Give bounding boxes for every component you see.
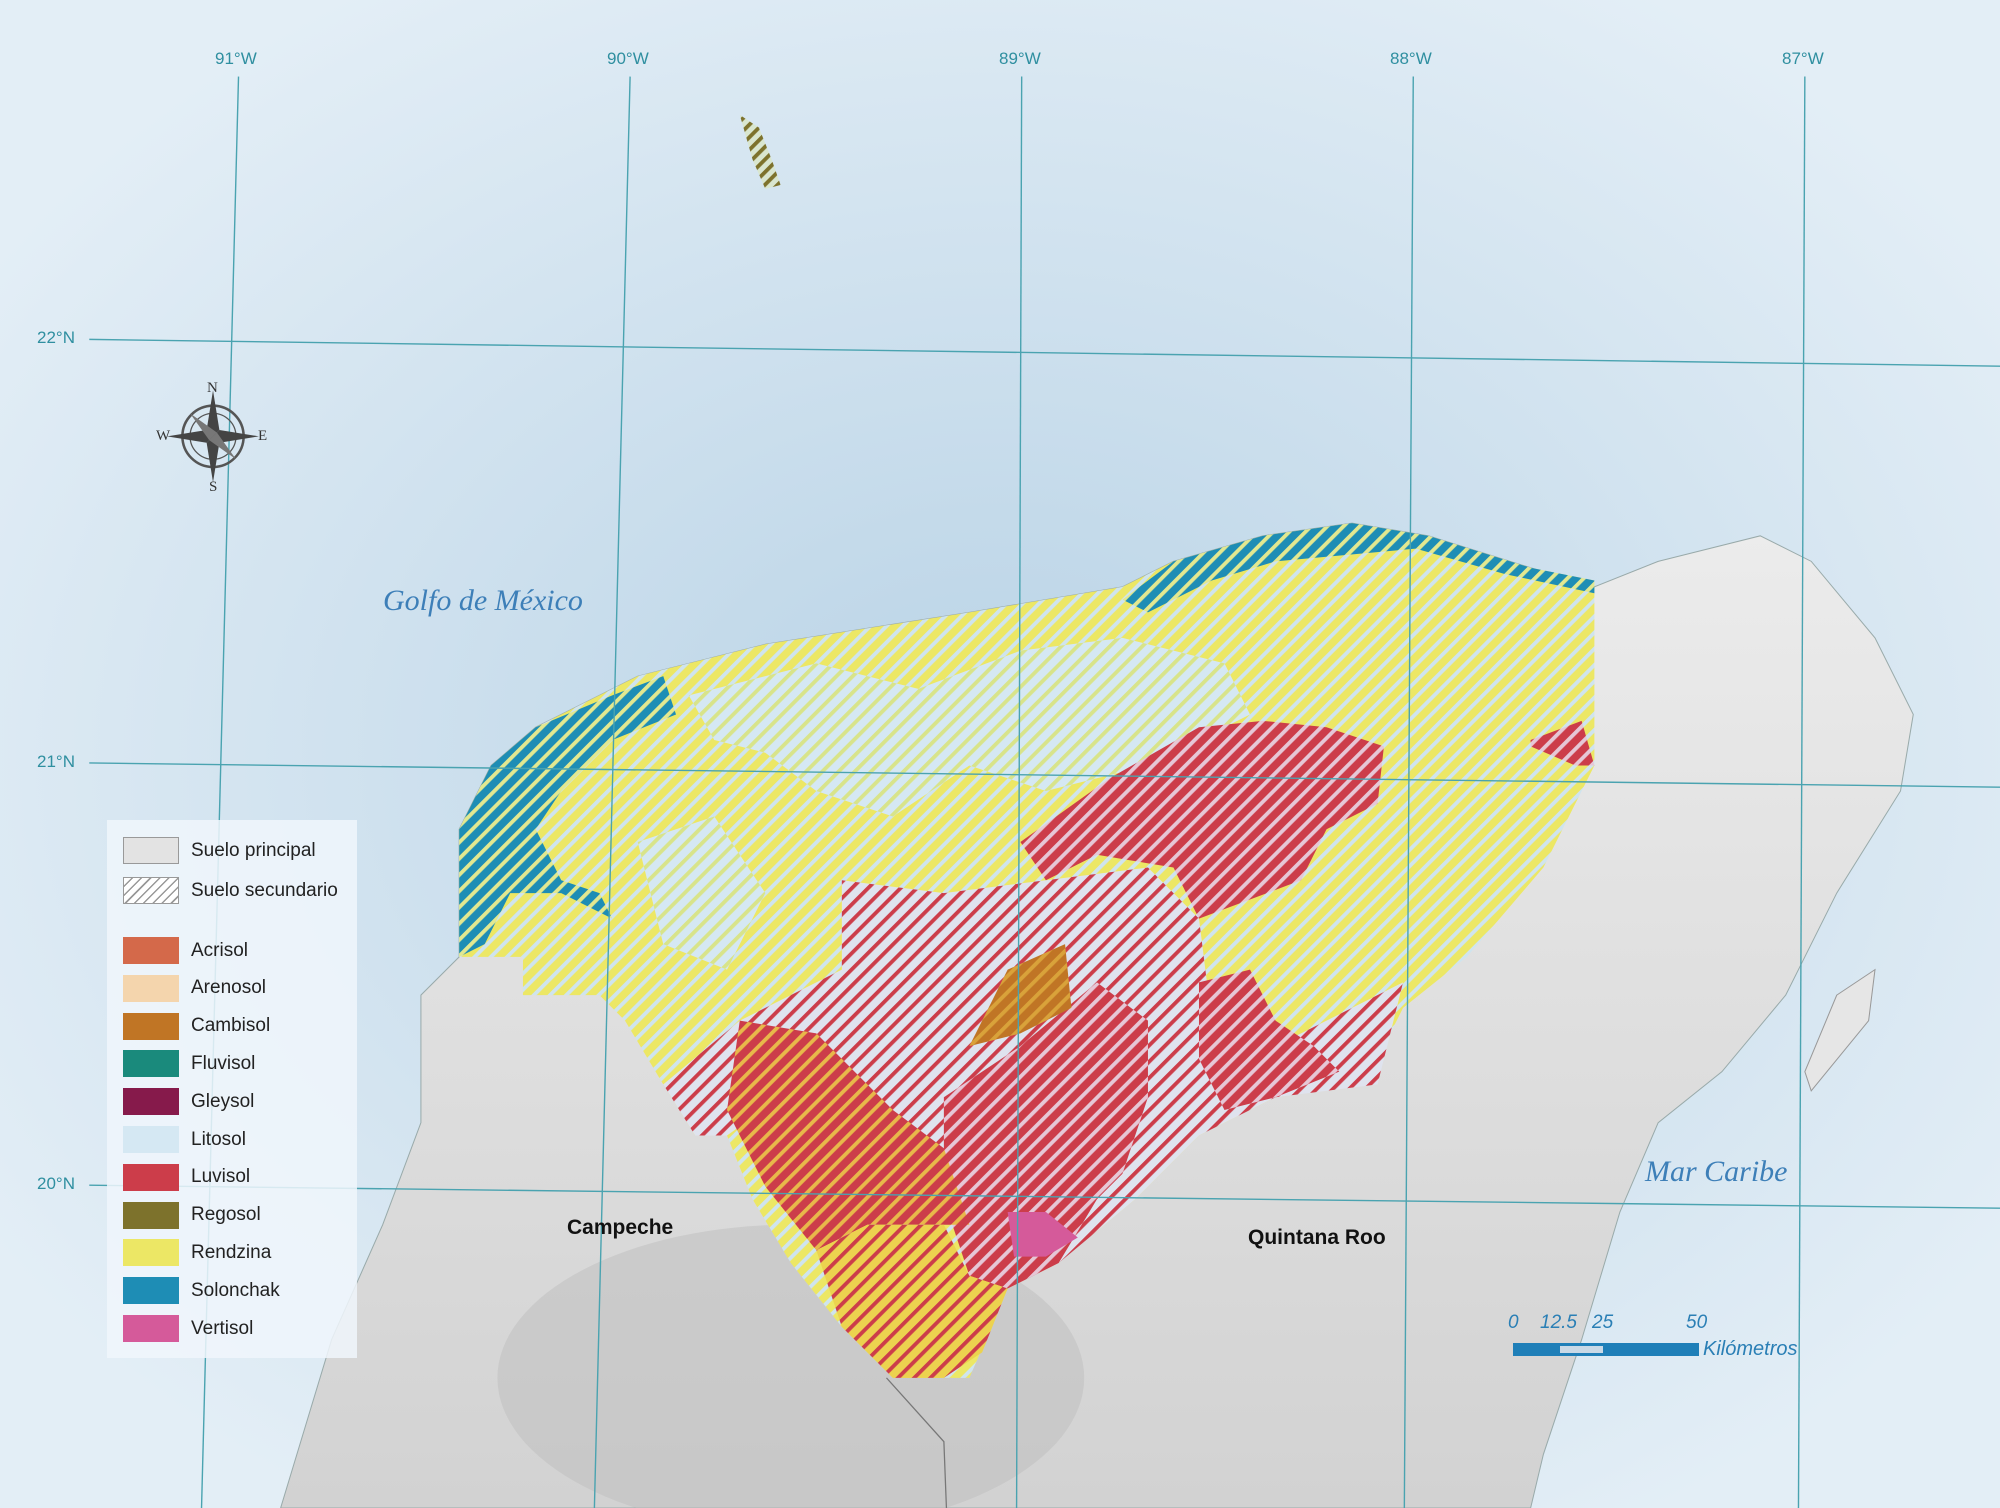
principal-swatch xyxy=(123,837,179,864)
lon-label-89w: 89°W xyxy=(999,49,1041,68)
soil-swatch xyxy=(123,1163,179,1191)
legend-label: Luvisol xyxy=(191,1166,251,1188)
meridian-line xyxy=(593,76,631,1508)
soil-solonchak xyxy=(459,676,677,957)
parallel-line xyxy=(89,338,2000,367)
scale-tick-25: 25 xyxy=(1592,1312,1614,1333)
soil-luvisol-se xyxy=(1198,969,1340,1110)
scale-tick-12-5: 12.5 xyxy=(1540,1312,1577,1333)
legend-item-litosol: Litosol xyxy=(123,1126,246,1153)
legend-label: Arenosol xyxy=(191,977,266,999)
soil-swatch xyxy=(123,1012,179,1040)
scale-unit: Kilómetros xyxy=(1703,1338,1798,1360)
secundario-hatch-swatch xyxy=(123,877,179,904)
caribbean-sea-label: Mar Caribe xyxy=(1645,1155,1788,1188)
legend-label: Suelo secundario xyxy=(191,879,338,901)
legend-item-regosol: Regosol xyxy=(123,1201,261,1229)
legend-label: Vertisol xyxy=(191,1317,254,1339)
soil-luvisol-south xyxy=(943,982,1148,1289)
legend-label: Solonchak xyxy=(191,1279,280,1301)
legend-item-solonchak: Solonchak xyxy=(123,1277,280,1305)
lon-label-91w: 91°W xyxy=(215,49,257,68)
compass-n: N xyxy=(207,380,218,396)
soil-vertisol xyxy=(1007,1212,1078,1257)
legend-principal: Suelo principal xyxy=(123,837,316,864)
meridian-line xyxy=(1015,76,1023,1508)
soil-luvisol-ne xyxy=(1530,720,1595,766)
parallel-line xyxy=(89,1184,2000,1209)
legend-item-fluvisol: Fluvisol xyxy=(123,1050,256,1078)
legend-label: Regosol xyxy=(191,1204,261,1226)
scale-bar-segment xyxy=(1560,1346,1603,1353)
lat-label-21n: 21°N xyxy=(37,752,75,771)
legend-item-cambisol: Cambisol xyxy=(123,1012,271,1040)
lon-label-87w: 87°W xyxy=(1782,49,1824,68)
legend-label: Fluvisol xyxy=(191,1052,256,1074)
soil-luvisol-east xyxy=(1020,720,1384,919)
soil-regosol-island xyxy=(739,114,781,189)
lat-label-22n: 22°N xyxy=(37,328,75,347)
soil-swatch xyxy=(123,1315,179,1342)
campeche-label: Campeche xyxy=(567,1216,674,1239)
legend-label: Acrisol xyxy=(191,939,249,961)
legend-secundario: Suelo secundario xyxy=(123,877,338,904)
scale-bar-track xyxy=(1513,1343,1699,1356)
compass-s: S xyxy=(209,479,218,495)
soil-swatch xyxy=(123,937,179,964)
legend-label: Litosol xyxy=(191,1128,246,1150)
soil-swatch xyxy=(123,1126,179,1153)
legend-item-arenosol: Arenosol xyxy=(123,974,266,1002)
compass-rose-icon xyxy=(167,390,259,483)
parallel-line xyxy=(89,762,2000,788)
scale-bar: 0 12.5 25 50 Kilómetros xyxy=(1505,1312,1835,1362)
state-boundary xyxy=(886,1377,948,1508)
graticule xyxy=(89,76,2000,1508)
legend-item-rendzina: Rendzina xyxy=(123,1239,272,1267)
legend: Suelo principal Suelo secundario Acrisol… xyxy=(107,820,357,1358)
soil-solonchak-coast xyxy=(1122,523,1595,613)
legend-label: Cambisol xyxy=(191,1015,271,1037)
soil-luvisol-rendzina xyxy=(727,1020,970,1251)
cozumel-island xyxy=(1804,968,1876,1092)
scale-tick-0: 0 xyxy=(1508,1312,1519,1333)
legend-label: Gleysol xyxy=(191,1090,255,1112)
compass-e: E xyxy=(258,428,268,444)
soil-swatch xyxy=(123,1239,179,1267)
meridian-line xyxy=(1797,76,1806,1508)
legend-item-vertisol: Vertisol xyxy=(123,1315,253,1342)
lon-label-88w: 88°W xyxy=(1390,49,1432,68)
legend-item-acrisol: Acrisol xyxy=(123,937,248,964)
soil-swatch xyxy=(123,974,179,1002)
soil-cambisol xyxy=(969,944,1072,1047)
soil-swatch xyxy=(123,1201,179,1229)
legend-item-luvisol: Luvisol xyxy=(123,1163,251,1191)
soil-swatch xyxy=(123,1088,179,1116)
legend-item-gleysol: Gleysol xyxy=(123,1088,255,1116)
soil-rendzina-luvisol xyxy=(816,1224,1008,1378)
lon-label-90w: 90°W xyxy=(607,49,649,68)
meridian-line xyxy=(1403,76,1414,1508)
scale-tick-50: 50 xyxy=(1686,1312,1708,1333)
quintana-roo-label: Quintana Roo xyxy=(1248,1226,1386,1249)
legend-label: Suelo principal xyxy=(191,839,316,861)
compass-w: W xyxy=(156,428,171,444)
gulf-of-mexico-label: Golfo de México xyxy=(383,584,583,617)
soil-swatch xyxy=(123,1050,179,1078)
lat-label-20n: 20°N xyxy=(37,1174,75,1193)
soil-litosol-2 xyxy=(637,816,766,970)
legend-label: Rendzina xyxy=(191,1241,272,1263)
soil-swatch xyxy=(123,1277,179,1305)
